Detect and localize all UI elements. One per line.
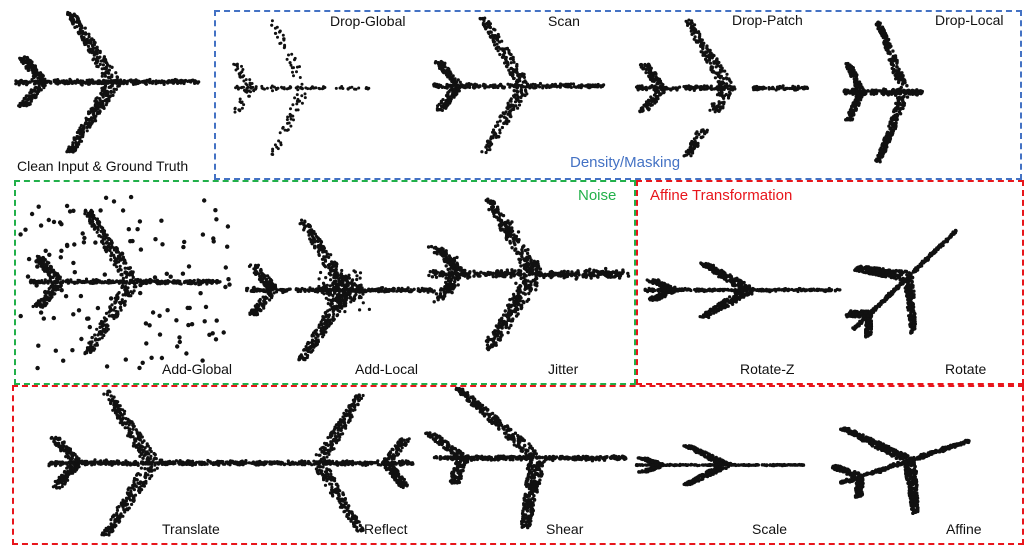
noise-box: [14, 180, 636, 385]
density-masking-box: [214, 10, 1022, 180]
cloud-scan: [432, 16, 606, 155]
cloud-reflect: [235, 393, 415, 533]
cloud-translate: [47, 389, 244, 537]
affine-box-top: [636, 180, 1024, 385]
label-rotate: Rotate: [945, 361, 987, 377]
cloud-scale: [634, 444, 806, 487]
label-scan: Scan: [548, 13, 580, 29]
density-masking-title: Density/Masking: [570, 154, 681, 171]
cloud-jitter: [426, 197, 631, 352]
label-jitter: Jitter: [548, 361, 579, 377]
cloud-drop-patch: [634, 18, 810, 158]
cloud-affine: [830, 426, 971, 515]
cloud-none: [14, 10, 201, 154]
label-affine: Affine: [946, 521, 982, 537]
cloud-add-local: [245, 218, 436, 362]
label-drop-patch: Drop-Patch: [732, 12, 803, 28]
label-drop-global: Drop-Global: [330, 13, 406, 29]
cloud-drop-global: [232, 19, 371, 156]
label-drop-local: Drop-Local: [935, 12, 1004, 28]
label-rotate-z: Rotate-Z: [740, 361, 795, 377]
cloud-drop-local: [842, 20, 924, 164]
cloud-add-global: [18, 194, 232, 371]
label-scale: Scale: [752, 521, 788, 537]
label-clean-input: Clean Input & Ground Truth: [17, 158, 189, 174]
label-reflect: Reflect: [364, 521, 408, 537]
label-translate: Translate: [162, 521, 220, 537]
label-add-global: Add-Global: [162, 361, 233, 377]
label-add-local: Add-Local: [355, 361, 419, 377]
cloud-rotate-z: [643, 261, 842, 320]
affine-box-bottom: [12, 385, 1024, 545]
cloud-rotate: [844, 228, 958, 339]
noise-title: Noise: [578, 187, 617, 204]
label-shear: Shear: [546, 521, 584, 537]
cloud-shear: [424, 386, 628, 530]
affine-title: Affine Transformation: [650, 187, 793, 204]
